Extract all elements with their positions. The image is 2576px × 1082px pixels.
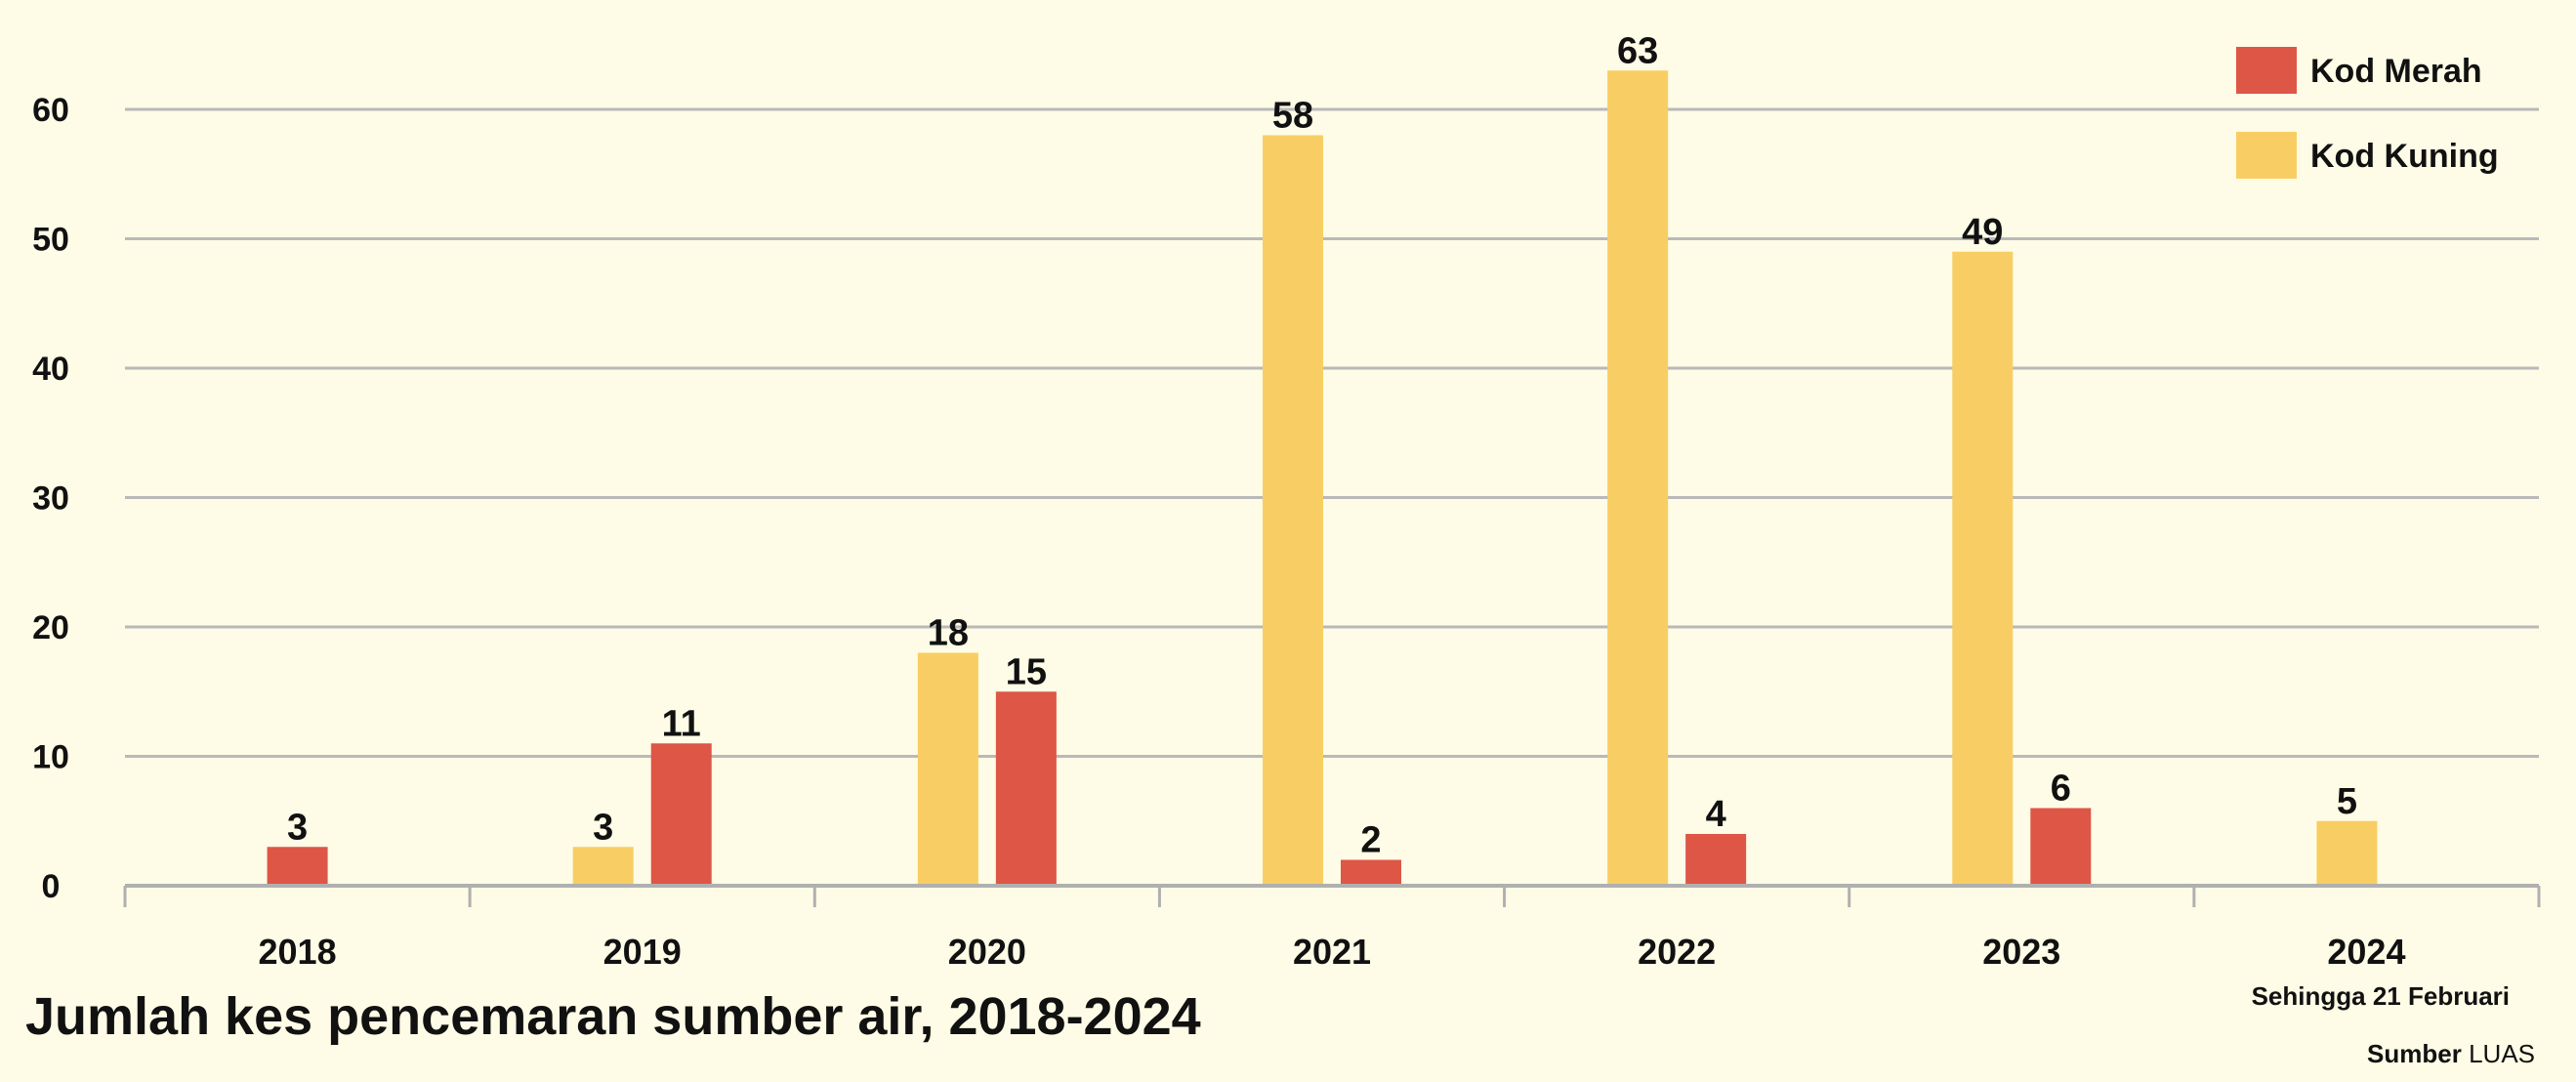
legend-label: Kod Merah (2310, 53, 2482, 90)
x-tick-label: 2020 (948, 932, 1026, 972)
bar-value-label: 58 (1272, 96, 1313, 137)
bar-value-label: 2 (1360, 820, 1381, 861)
x-tick-label: 2022 (1638, 932, 1716, 972)
bar-value-label: 3 (593, 807, 613, 848)
source-value: LUAS (2469, 1039, 2535, 1068)
y-tick-label: 20 (32, 609, 69, 646)
x-tick-label: 2024 (2327, 932, 2405, 972)
y-tick-label: 30 (32, 480, 69, 518)
y-tick-label: 50 (32, 222, 69, 259)
source-credit: Sumber LUAS (2367, 1039, 2535, 1069)
y-tick-label: 10 (32, 739, 69, 776)
bar (995, 691, 1057, 886)
y-tick-label: 60 (32, 92, 69, 129)
value-labels: 3 3 11 18 15 58 2 63 4 49 6 5 (287, 30, 2357, 860)
x-tick-label: 2019 (603, 932, 682, 972)
chart-title: Jumlah kes pencemaran sumber air, 2018-2… (25, 987, 1201, 1046)
bar (650, 743, 712, 886)
bar-value-label: 63 (1617, 30, 1658, 71)
bar (1952, 251, 2014, 886)
bar-value-label: 15 (1006, 651, 1047, 692)
legend-label: Kod Kuning (2310, 138, 2499, 175)
y-tick-label: 0 (42, 868, 61, 905)
x-axis: 2018 2019 2020 2021 2022 2023 2024 (123, 884, 2541, 972)
bar (267, 847, 328, 886)
source-label: Sumber (2367, 1039, 2462, 1068)
bar (1341, 859, 1401, 886)
y-axis-ticks: 0 10 20 30 40 50 60 (32, 92, 69, 905)
bar (1607, 70, 1669, 886)
bar (917, 652, 978, 886)
legend: Kod Merah Kod Kuning (2236, 47, 2499, 179)
bar-value-label: 49 (1962, 212, 2003, 253)
gridlines (125, 107, 2539, 758)
bar (2030, 808, 2092, 886)
bars (267, 70, 2378, 886)
x-tick-label: 2023 (1982, 932, 2060, 972)
x-tick-label: 2021 (1293, 932, 1371, 972)
bar-value-label: 5 (2337, 781, 2357, 822)
bar-value-label: 4 (1706, 794, 1726, 835)
bar-value-label: 3 (287, 807, 308, 848)
bar-value-label: 6 (2051, 769, 2071, 810)
date-note: Sehingga 21 Februari (2251, 981, 2510, 1011)
bar (1685, 834, 1747, 886)
bar (1263, 135, 1323, 886)
legend-swatch (2236, 132, 2297, 179)
y-tick-label: 40 (32, 351, 69, 388)
bar (2316, 820, 2378, 886)
bar-value-label: 11 (662, 703, 701, 744)
x-tick-label: 2018 (259, 932, 337, 972)
bar-value-label: 18 (928, 613, 969, 654)
legend-swatch (2236, 47, 2297, 94)
bar (572, 847, 634, 886)
